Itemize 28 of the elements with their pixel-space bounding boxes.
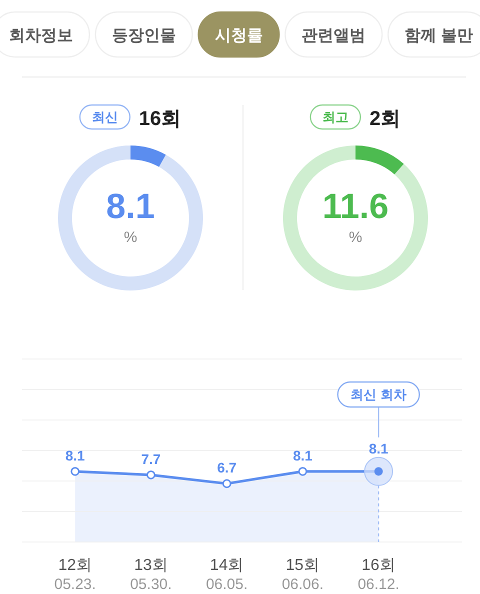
chart-title: 2회 xyxy=(369,108,401,130)
x-tick-label: 14회 06.05. xyxy=(206,557,248,593)
x-tick-label: 16회 06.12. xyxy=(358,557,400,593)
data-label: 6.7 xyxy=(217,460,237,476)
donut-slice xyxy=(356,146,404,174)
donut-slice xyxy=(130,146,166,167)
text: % xyxy=(124,229,138,246)
data-label: 8.1 xyxy=(292,447,313,464)
x-tick-label: 13회 05.30. xyxy=(130,557,172,593)
text: % xyxy=(348,229,362,246)
donut-slice xyxy=(58,146,203,290)
chart-title: 16회 xyxy=(138,108,182,130)
category-label: 함께 볼만 xyxy=(404,28,473,44)
data-label: 11.6 xyxy=(322,187,389,226)
ref-line-label: 최신 회차 xyxy=(350,387,406,402)
data-label: 8.1 xyxy=(106,187,155,226)
category-label: 등장인물 xyxy=(112,28,176,44)
category-label: 회차정보 xyxy=(9,28,73,44)
data-label: 8.1 xyxy=(368,440,388,456)
x-tick-label: 12회 05.23. xyxy=(54,557,96,593)
category-label: 관련앨범 xyxy=(302,28,366,44)
text: 최고 xyxy=(322,110,348,124)
data-label: 8.1 xyxy=(65,447,86,464)
category-label: 시청률 xyxy=(214,28,263,44)
data-label: 7.7 xyxy=(141,450,161,467)
text: 최신 xyxy=(92,110,118,124)
x-tick-label: 15회 06.06. xyxy=(282,557,324,593)
donut-slice xyxy=(283,146,428,290)
